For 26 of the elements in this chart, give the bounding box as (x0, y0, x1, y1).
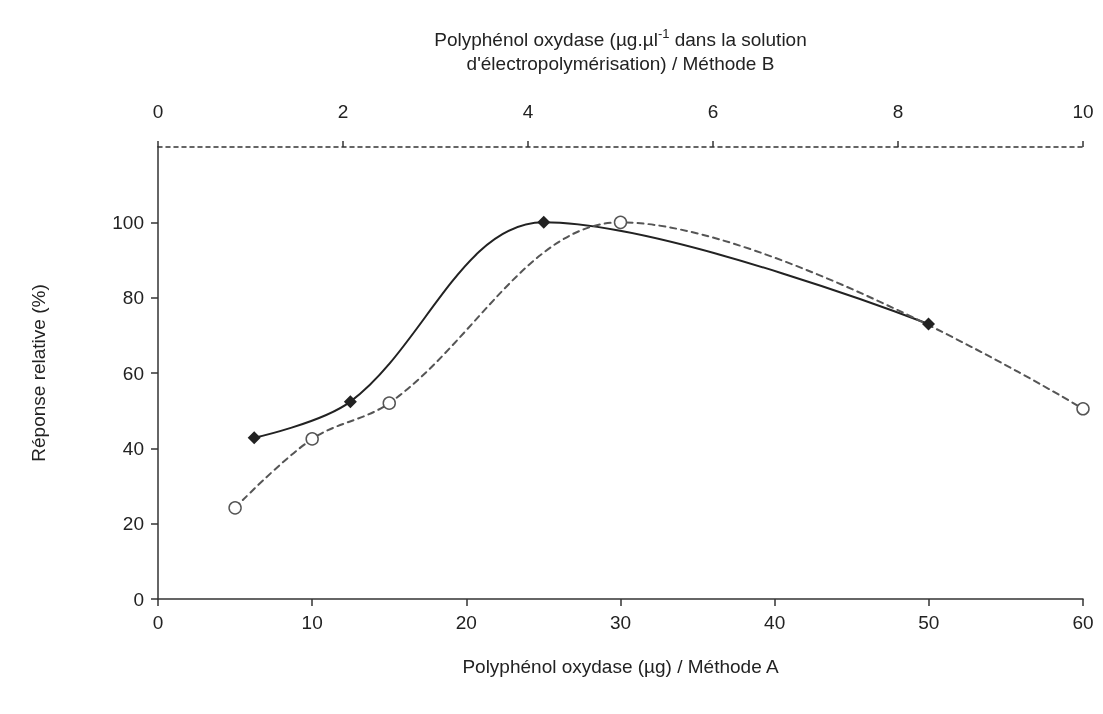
x-tick-label: 60 (1072, 612, 1094, 633)
x2-tick-label: 8 (892, 101, 904, 122)
x-tick-label: 30 (609, 612, 632, 633)
x-tick-label: 40 (764, 612, 786, 633)
x2-tick-label: 6 (707, 101, 719, 122)
y-tick-label: 0 (133, 588, 144, 610)
x-axis-title: Polyphénol oxydase (µg) / Méthode A (462, 656, 779, 677)
x2-tick-label: 0 (152, 101, 164, 122)
x2-tick-label: 10 (1072, 101, 1094, 122)
x2-tick-label: 4 (522, 101, 534, 122)
x2-tick-label: 2 (337, 101, 349, 122)
y-tick-label: 100 (112, 211, 144, 233)
y-axis-title: Réponse relative (%) (28, 284, 49, 462)
y-tick-label: 80 (122, 287, 144, 309)
y-tick-label: 40 (122, 437, 144, 459)
point (382, 396, 396, 410)
point (613, 215, 628, 230)
x-tick-label: 20 (455, 612, 477, 633)
y-tick-label: 60 (122, 362, 144, 384)
y-tick-label: 20 (122, 513, 144, 535)
point (1076, 402, 1090, 416)
x-tick-label: 50 (918, 612, 940, 633)
point (228, 501, 242, 515)
point (305, 432, 319, 446)
x-tick-label: 10 (301, 612, 323, 633)
x-tick-label: 0 (152, 612, 164, 633)
